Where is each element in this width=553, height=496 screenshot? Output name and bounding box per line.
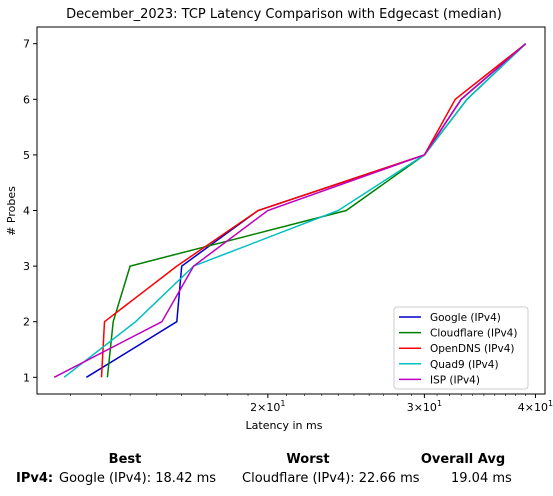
overall-header: Overall Avg bbox=[420, 452, 506, 467]
legend-label: Quad9 (IPv4) bbox=[430, 359, 499, 371]
y-tick-label: 1 bbox=[23, 371, 30, 384]
y-axis-label: # Probes bbox=[5, 186, 18, 236]
legend-label: ISP (IPv4) bbox=[430, 374, 480, 386]
y-tick-label: 6 bbox=[23, 93, 30, 106]
worst-header: Worst bbox=[286, 452, 330, 467]
x-axis-label: Latency in ms bbox=[246, 419, 323, 432]
legend: Google (IPv4) Cloudflare (IPv4) OpenDNS (I… bbox=[393, 306, 529, 390]
series-line-4 bbox=[53, 43, 527, 378]
worst-value: Cloudflare (IPv4): 22.66 ms bbox=[242, 471, 420, 486]
series-lines bbox=[53, 43, 527, 378]
legend-box bbox=[393, 306, 529, 390]
x-tick-label: 3×101 bbox=[407, 399, 442, 414]
legend-label: Google (IPv4) bbox=[430, 312, 501, 324]
chart-title: December_2023: TCP Latency Comparison wi… bbox=[66, 7, 502, 22]
legend-label: Cloudflare (IPv4) bbox=[430, 328, 517, 340]
x-tick-label: 4×101 bbox=[518, 399, 553, 414]
series-line-3 bbox=[63, 43, 527, 378]
x-axis: 2×101 3×101 4×101 bbox=[70, 394, 553, 414]
y-tick-label: 2 bbox=[23, 316, 30, 329]
legend-label: OpenDNS (IPv4) bbox=[430, 343, 515, 355]
x-tick-label: 2×101 bbox=[250, 399, 285, 414]
best-value: Google (IPv4): 18.42 ms bbox=[59, 471, 217, 486]
y-tick-label: 5 bbox=[23, 149, 30, 162]
y-tick-label: 7 bbox=[23, 38, 30, 51]
y-tick-label: 3 bbox=[23, 260, 30, 273]
best-header: Best bbox=[108, 452, 142, 467]
y-tick-label: 4 bbox=[23, 205, 30, 218]
ipv4-row-label: IPv4: bbox=[16, 471, 54, 486]
latency-chart: December_2023: TCP Latency Comparison wi… bbox=[5, 7, 553, 432]
overall-value: 19.04 ms bbox=[451, 471, 512, 486]
summary-table: Best Worst Overall Avg IPv4: Google (IPv… bbox=[0, 448, 553, 496]
series-line-2 bbox=[100, 43, 527, 378]
y-axis: 1 2 3 4 5 6 7 bbox=[23, 38, 37, 384]
